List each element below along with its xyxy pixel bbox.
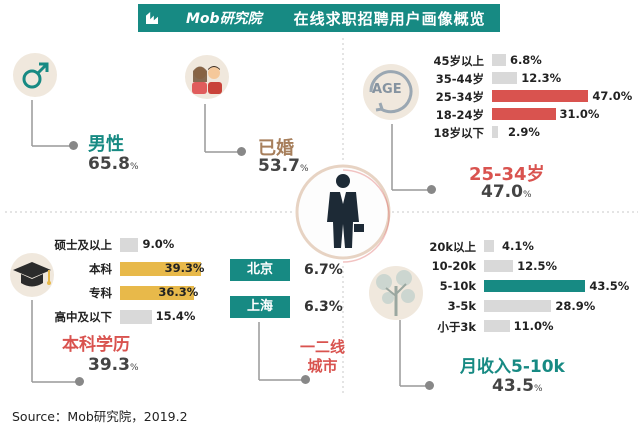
income-value-number: 43.5: [492, 376, 534, 396]
gender-label: 男性: [88, 134, 124, 155]
age-bar-value: 12.3%: [521, 71, 562, 85]
education-label: 本科学历: [62, 335, 130, 355]
education-row-label: 高中及以下: [54, 310, 113, 324]
age-bar-value: 31.0%: [559, 107, 600, 121]
age-bar: [492, 108, 556, 120]
male-gender-icon: [13, 53, 57, 97]
income-bar-value: 43.5%: [589, 279, 630, 293]
income-bar-value: 4.1%: [502, 239, 534, 253]
education-value: 39.3%: [88, 355, 139, 375]
education-bar: [120, 310, 152, 324]
education-bar: [120, 262, 201, 276]
age-badge-icon: [363, 64, 419, 120]
education-bar: [120, 238, 139, 252]
gender-connector-dot: [69, 141, 78, 150]
marriage-value-unit: %: [299, 164, 309, 174]
gender-value-number: 65.8: [88, 154, 130, 174]
age-bar: [492, 90, 589, 102]
education-row-label: 专科: [89, 286, 112, 300]
income-bar: [484, 240, 494, 252]
age-bar-value: 6.8%: [509, 53, 542, 67]
brand-name: Mob研究院: [186, 11, 262, 27]
age-value: 47.0%: [481, 182, 532, 202]
income-bar: [484, 260, 514, 272]
age-row-label: 25-34岁: [435, 90, 484, 104]
income-value-unit: %: [533, 384, 543, 394]
city-label: 一二线 城市: [300, 338, 345, 376]
age-row-label: 18-24岁: [435, 108, 484, 122]
age-row-label: 18岁以下: [433, 126, 484, 140]
source-note: Source：Mob研究院，2019.2: [12, 409, 188, 424]
age-bar-value: 47.0%: [592, 89, 633, 103]
gender-value: 65.8%: [88, 154, 139, 174]
city-label-line2: 城市: [307, 357, 338, 375]
education-bar-value: 15.4%: [155, 309, 196, 323]
education-bar: [120, 286, 195, 300]
age-connector-dot: [427, 185, 436, 194]
income-row-label: 20k以上: [429, 240, 476, 254]
education-connector-dot: [75, 377, 84, 386]
income-row-label: 10-20k: [431, 259, 476, 273]
income-connector-dot: [425, 381, 434, 390]
graduation-cap-icon: [10, 253, 54, 297]
marriage-connector-dot: [237, 147, 246, 156]
marriage-value: 53.7%: [258, 156, 309, 176]
age-value-unit: %: [522, 190, 532, 200]
income-label: 月收入5-10k: [460, 357, 565, 377]
age-bar: [492, 72, 518, 84]
age-row-label: 45岁以上: [433, 54, 484, 68]
income-bar-value: 28.9%: [555, 299, 596, 313]
city-value-shanghai: 6.3%: [304, 299, 343, 315]
age-label: 25-34岁: [469, 164, 545, 185]
income-bar-value: 12.5%: [517, 259, 558, 273]
income-bar: [484, 300, 552, 312]
city-value-beijing: 6.7%: [304, 262, 343, 278]
city-badge-shanghai: 上海: [230, 296, 290, 318]
city-badge-beijing: 北京: [230, 259, 290, 281]
age-bar: [492, 126, 498, 138]
education-bar-value: 36.3%: [158, 285, 199, 299]
income-bar-value: 11.0%: [513, 319, 554, 333]
money-tree-icon: [369, 266, 423, 320]
income-value: 43.5%: [492, 376, 543, 396]
age-bar: [492, 54, 506, 66]
gender-value-unit: %: [129, 162, 139, 172]
age-badge-text: AGE: [372, 82, 402, 97]
age-bar-value: 2.9%: [508, 125, 540, 139]
businessman-icon: [327, 174, 364, 248]
income-bar: [484, 280, 586, 292]
education-bar-value: 9.0%: [142, 237, 175, 251]
page-title: 在线求职招聘用户画像概览: [293, 9, 486, 28]
married-couple-icon: [185, 55, 229, 99]
education-value-unit: %: [129, 363, 139, 373]
city-connector-dot: [301, 375, 310, 384]
education-row-label: 本科: [89, 262, 112, 276]
income-bar: [484, 320, 510, 332]
marriage-label: 已婚: [258, 138, 294, 159]
income-row-label: 小于3k: [437, 320, 476, 334]
education-row-label: 硕士及以上: [54, 238, 113, 252]
income-row-label: 5-10k: [439, 279, 476, 293]
age-row-label: 35-44岁: [435, 72, 484, 86]
income-row-label: 3-5k: [447, 299, 476, 313]
education-value-number: 39.3: [88, 355, 130, 375]
education-bar-value: 39.3%: [164, 261, 205, 275]
city-label-line1: 一二线: [300, 338, 346, 356]
age-value-number: 47.0: [481, 182, 523, 202]
marriage-value-number: 53.7: [258, 156, 300, 176]
header-banner: Mob研究院 在线求职招聘用户画像概览: [138, 4, 500, 32]
